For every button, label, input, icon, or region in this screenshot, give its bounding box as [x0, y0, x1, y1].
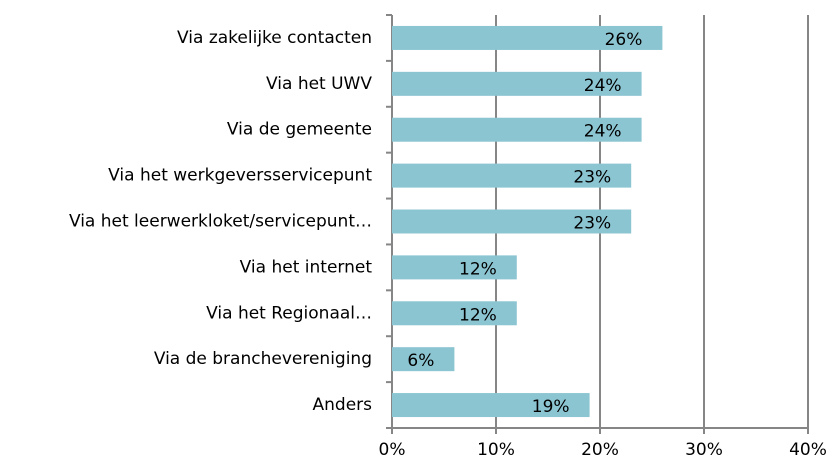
y-tick-label: Via het UWV	[266, 74, 372, 94]
bar	[392, 71, 642, 96]
bar	[392, 301, 517, 326]
bar	[392, 255, 517, 280]
y-tick-label: Via het Regionaal…	[206, 303, 372, 323]
bar	[392, 347, 455, 372]
x-tick-label: 10%	[477, 440, 515, 460]
x-tick-label: 40%	[789, 440, 827, 460]
bar	[392, 209, 632, 234]
value-label: 12%	[459, 259, 497, 279]
value-label: 26%	[605, 30, 643, 50]
value-label: 6%	[407, 351, 434, 371]
bar	[392, 25, 663, 50]
y-tick-label: Via de gemeente	[227, 120, 372, 140]
y-tick-label: Via het leerwerkloket/servicepunt…	[69, 212, 372, 232]
x-tick-label: 20%	[581, 440, 619, 460]
value-label: 19%	[532, 397, 570, 417]
value-label: 23%	[573, 168, 611, 188]
y-tick-label: Via het werkgeversservicepunt	[108, 166, 372, 186]
x-tick-label: 0%	[379, 440, 406, 460]
bar	[392, 117, 642, 142]
y-tick-label: Via zakelijke contacten	[177, 28, 372, 48]
value-label: 23%	[573, 214, 611, 234]
x-tick-label: 30%	[685, 440, 723, 460]
y-tick-label: Via de branchevereniging	[154, 349, 372, 369]
y-tick-label: Anders	[313, 395, 373, 415]
bar	[392, 163, 632, 188]
bar	[392, 393, 590, 418]
value-label: 24%	[584, 76, 622, 96]
value-label: 24%	[584, 122, 622, 142]
value-label: 12%	[459, 305, 497, 325]
y-tick-label: Via het internet	[240, 257, 373, 277]
